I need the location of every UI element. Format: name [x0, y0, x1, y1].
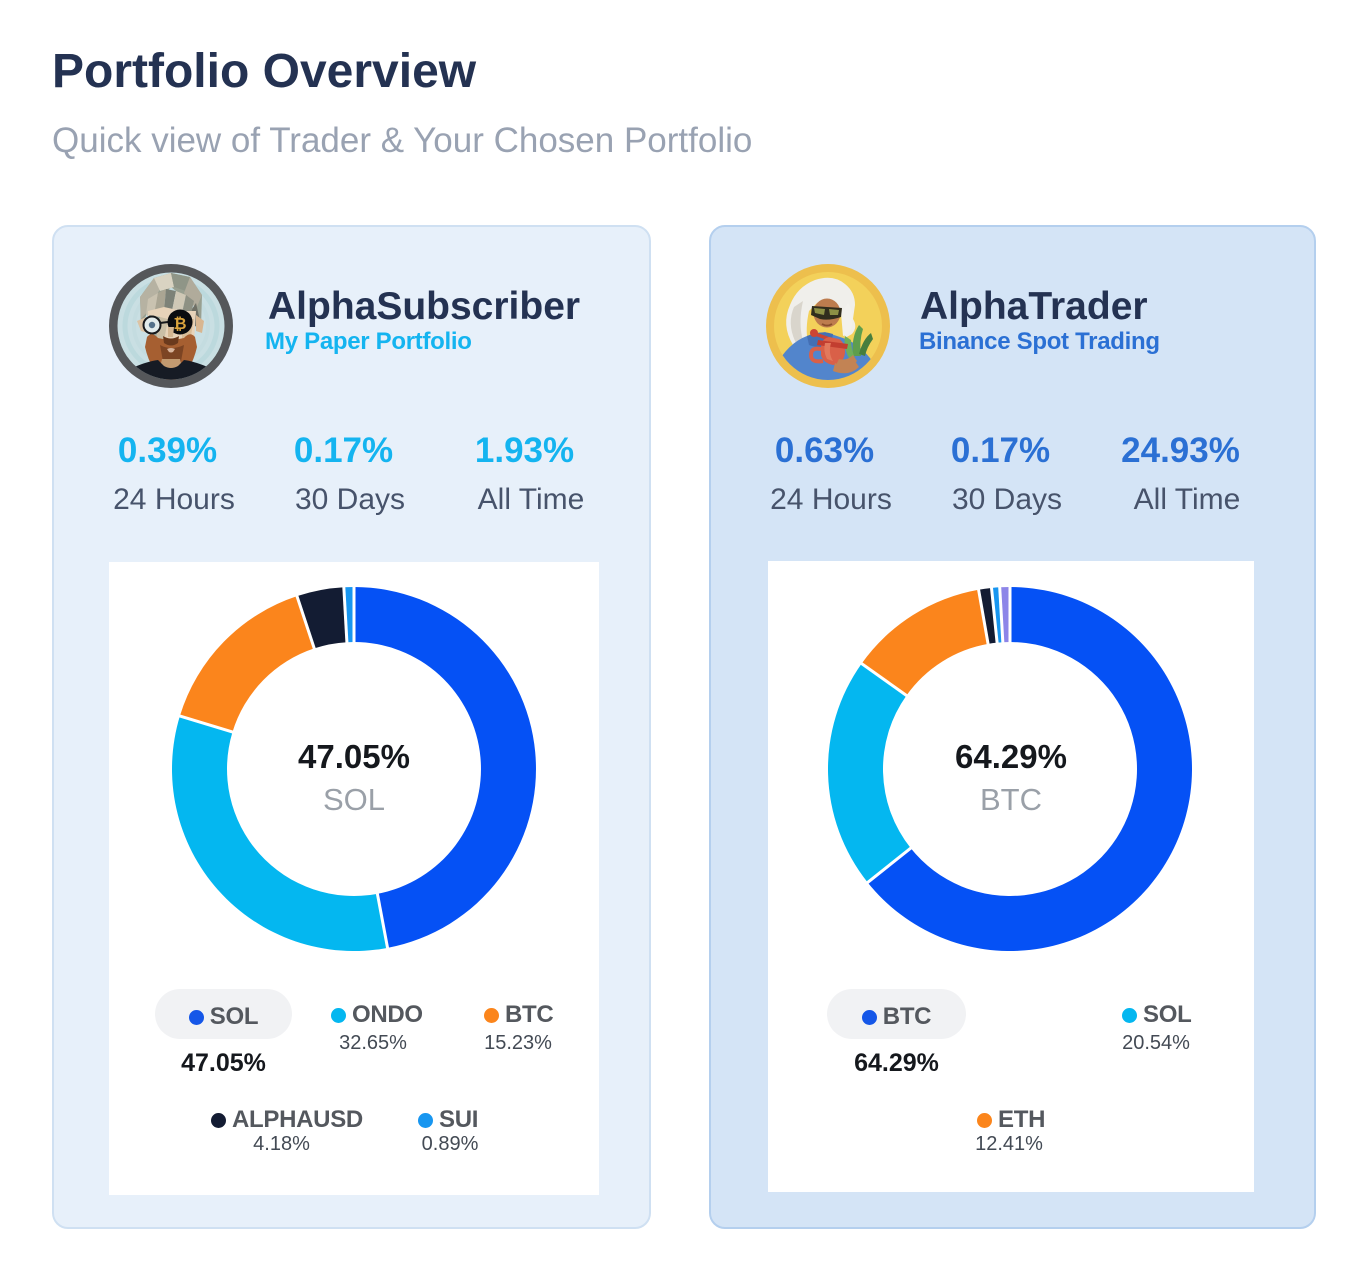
svg-text:₿: ₿ — [173, 315, 186, 333]
